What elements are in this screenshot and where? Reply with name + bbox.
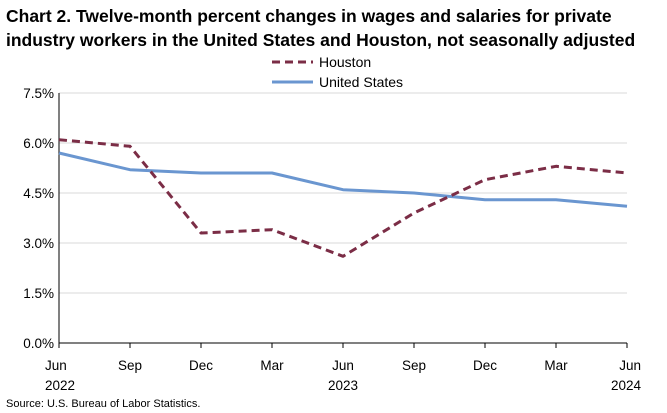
x-tick-label: Sep bbox=[402, 358, 426, 373]
x-tick-label: Jun bbox=[619, 358, 641, 373]
x-tick-label: Sep bbox=[118, 358, 142, 373]
x-tick-label: Dec bbox=[189, 358, 213, 373]
x-tick-label: Jun bbox=[332, 358, 354, 373]
y-axis-tick-labels: 0.0% 1.5% 3.0% 4.5% 6.0% 7.5% bbox=[23, 86, 54, 351]
chart-title: Chart 2. Twelve-month percent changes in… bbox=[6, 6, 636, 50]
x-tick-label: Mar bbox=[260, 358, 284, 373]
y-tick-label: 6.0% bbox=[23, 136, 54, 151]
x-year-label: 2024 bbox=[611, 378, 642, 393]
source-note: Source: U.S. Bureau of Labor Statistics. bbox=[6, 398, 201, 410]
axes bbox=[58, 93, 628, 348]
y-tick-label: 3.0% bbox=[23, 236, 54, 251]
y-tick-label: 0.0% bbox=[23, 336, 54, 351]
x-year-label: 2022 bbox=[45, 378, 75, 393]
x-tick-label: Jun bbox=[45, 358, 67, 373]
x-tick-label: Mar bbox=[544, 358, 568, 373]
legend-label: Houston bbox=[319, 54, 371, 70]
legend-label: United States bbox=[319, 74, 403, 90]
gridlines bbox=[59, 92, 627, 294]
y-tick-label: 7.5% bbox=[23, 86, 54, 101]
series-line-united-states bbox=[58, 151, 628, 208]
y-tick-label: 4.5% bbox=[23, 186, 54, 201]
series-lines bbox=[58, 138, 628, 258]
x-year-label: 2023 bbox=[328, 378, 358, 393]
x-tick-label: Dec bbox=[473, 358, 497, 373]
legend: Houston United States bbox=[272, 54, 403, 90]
x-axis-tick-labels: Jun Sep Dec Mar Jun Sep Dec Mar Jun 2022 2023 2024 bbox=[45, 358, 641, 393]
series-line-houston bbox=[58, 138, 628, 258]
y-tick-label: 1.5% bbox=[23, 286, 54, 301]
